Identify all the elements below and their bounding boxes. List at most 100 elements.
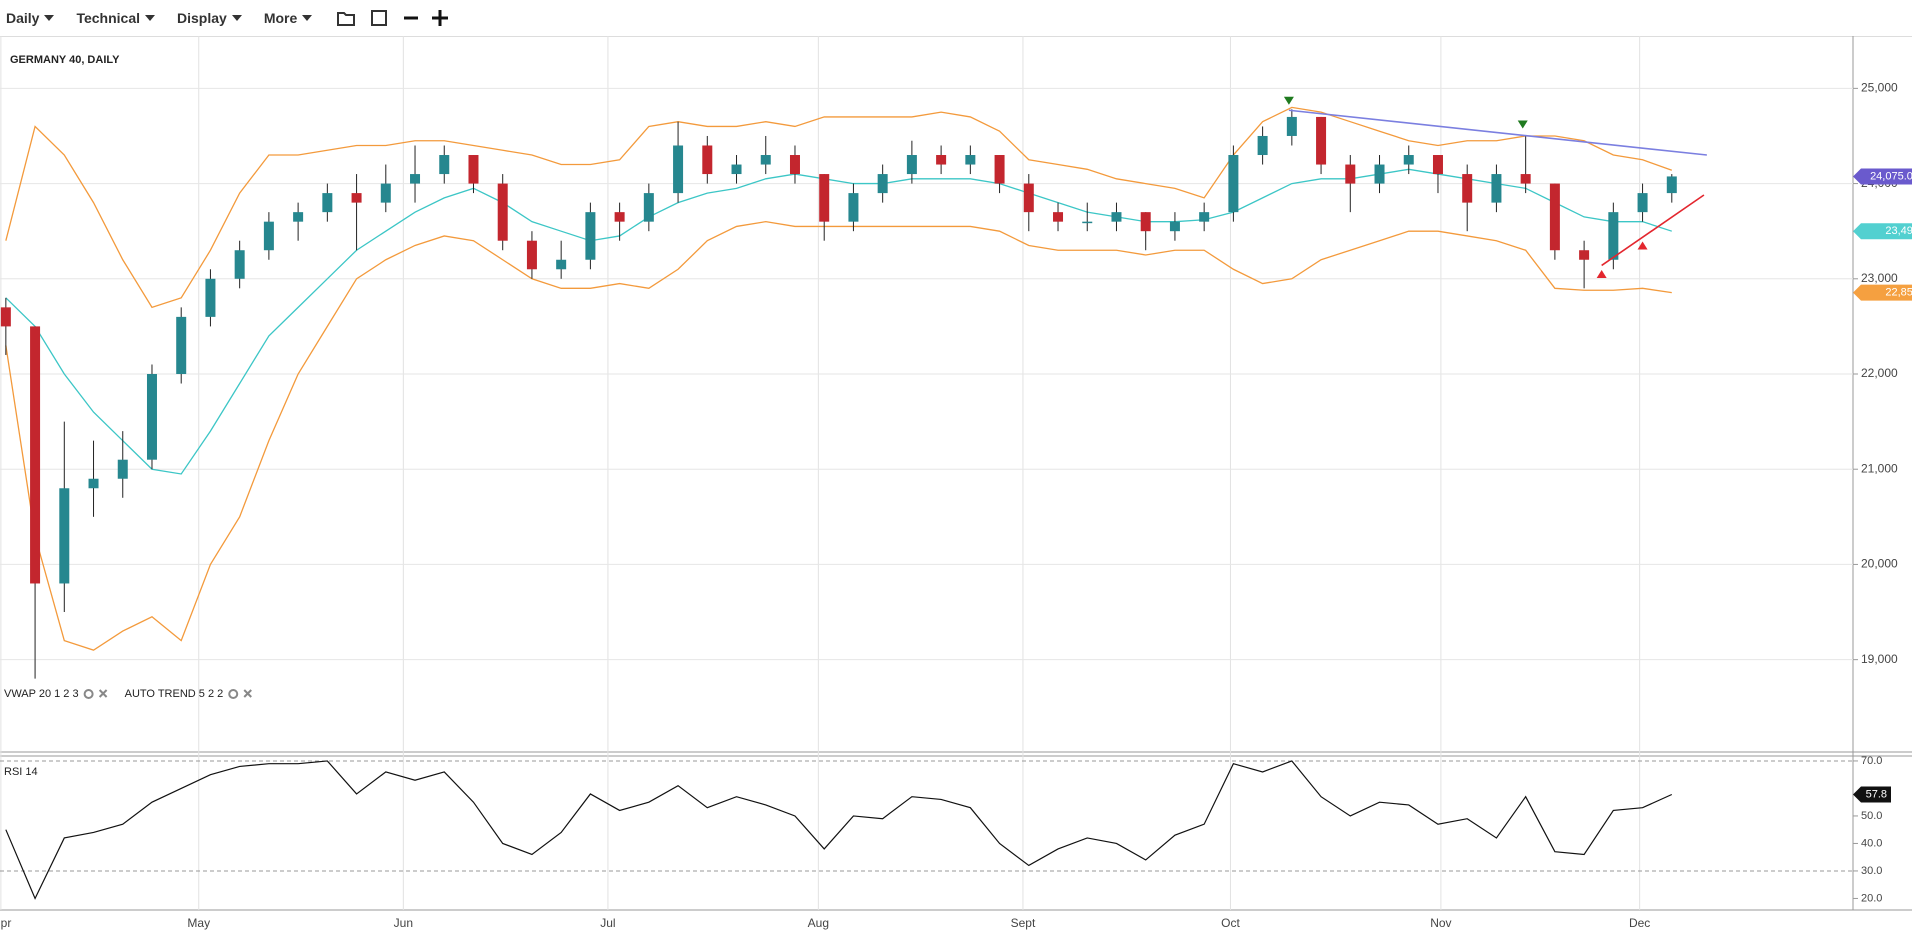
candle-body [1608,212,1619,260]
candle-body [556,259,567,270]
remove-icon[interactable] [98,689,108,698]
menu[interactable]: More [263,10,313,26]
price-tag [1853,284,1912,301]
signal-marker [1637,241,1648,250]
caret [44,15,55,21]
candle-body [614,212,625,222]
chart: pr May Jun Jul Aug Sept Oct Nov Dec 19,000 20,000 2… [0,36,1912,930]
price-tag-label: 23,499 [1885,225,1912,237]
band-line [5,221,1672,651]
signal-marker [1596,270,1607,279]
toolbar: Daily Technical Display More [0,0,1912,37]
candle-body [1023,183,1034,213]
menu[interactable]: Daily [6,10,55,26]
candle-body [322,193,333,213]
candle-body [30,326,41,584]
price-tag-label: 22,855 [1885,287,1912,299]
candle-body [1549,183,1560,251]
candle-body [760,155,771,165]
caret [231,15,242,21]
zoom-in-icon[interactable] [432,10,449,26]
candle-body [877,174,888,194]
x-tick-label: Jun [394,916,413,930]
candle-body [0,307,11,327]
y-tick-label: 23,000 [1861,271,1898,285]
candle-body [1286,116,1297,136]
price-tag [1853,223,1912,240]
candle-body [1257,135,1268,156]
trend-line [1601,194,1705,267]
candle-body [234,250,245,279]
y-tick-label: 30.0 [1861,865,1882,877]
candle-body [1579,250,1590,260]
candle-body [410,174,421,184]
y-tick-label: 40.0 [1861,837,1882,849]
rsi-line [5,760,1673,900]
candle-body [1374,164,1385,184]
candle-body [994,155,1005,184]
candle-body [263,221,274,251]
caret [302,15,313,21]
y-tick-label: 70.0 [1861,755,1882,767]
candle-body [936,155,947,165]
toolbar-icons [337,10,449,26]
y-tick-label: 20,000 [1861,557,1898,571]
candle-body [468,155,479,184]
candle-body [673,145,684,194]
chart-title: GERMANY 40, DAILY [10,54,120,66]
candle-body [1491,174,1502,203]
candle-body [1228,155,1239,213]
candle-body [1316,116,1327,165]
price-tag-label: 24,075.00 [1870,170,1912,182]
open-icon[interactable] [337,12,356,26]
menu-label: Daily [6,10,40,26]
candle-body [59,488,70,584]
candle-body [965,155,976,165]
candle-body [906,155,917,175]
candle-body [293,212,304,222]
candle-body [789,155,800,175]
candle-body [1666,176,1677,194]
save-icon[interactable] [371,10,388,26]
menu[interactable]: Technical [76,10,156,26]
indicator-label: AUTO TREND 5 2 2 [125,688,224,700]
candle-body [351,193,362,203]
settings-icon[interactable] [83,689,94,699]
candle-body [176,316,187,375]
menu-label: More [263,10,298,26]
signal-marker [1517,120,1528,129]
x-tick-label: Oct [1221,916,1240,930]
candle-body [88,478,99,489]
candle-body [1345,164,1356,184]
candle-body [380,183,391,203]
candle-body [439,155,450,175]
indicator-label: RSI 14 [4,766,38,778]
candle-body [1111,212,1122,222]
remove-icon[interactable] [243,689,252,698]
y-tick-label: 21,000 [1861,461,1898,475]
x-tick-label: May [187,916,210,930]
settings-icon[interactable] [228,689,239,699]
candle-body [1169,221,1180,232]
candle-body [702,145,713,175]
x-tick-label: Aug [808,916,829,930]
x-tick-label: Jul [600,916,615,930]
y-tick-label: 20.0 [1861,892,1882,904]
band-line [5,106,1673,309]
candle-body [1199,212,1210,222]
menu-label: Technical [76,10,141,26]
indicator-label: VWAP 20 1 2 3 [4,688,79,700]
candle-body [1462,174,1473,203]
y-tick-label: 19,000 [1861,652,1898,666]
price-tag [1853,168,1912,185]
candle-body [731,164,742,175]
candle-body [585,212,596,260]
menu[interactable]: Display [177,10,242,26]
y-tick-label: 25,000 [1861,81,1898,95]
value-tag-label: 57.8 [1866,788,1887,800]
candle-body [205,278,216,317]
menu-label: Display [177,10,227,26]
candle-body [819,174,830,222]
candle-body [1432,155,1443,175]
